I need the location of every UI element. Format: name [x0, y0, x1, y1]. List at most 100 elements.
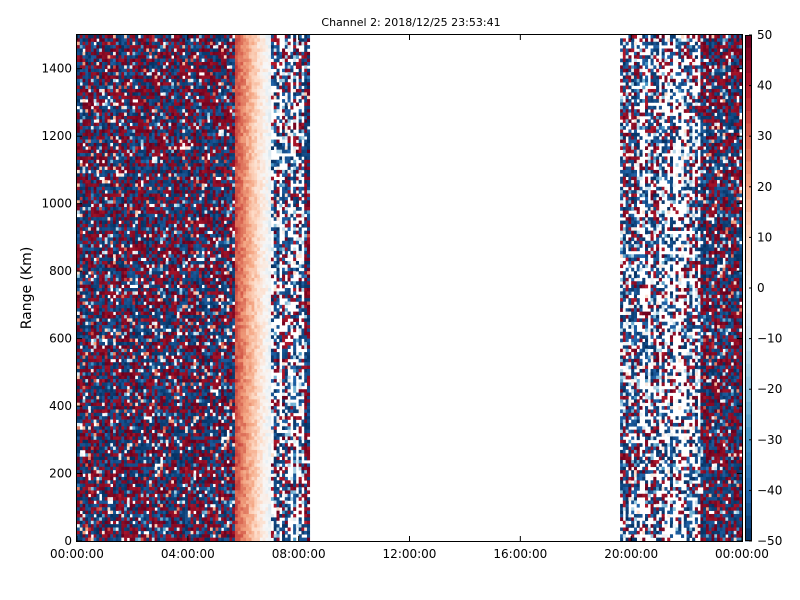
heatmap-cell [82, 487, 86, 491]
heatmap-cell [85, 65, 89, 70]
heatmap-cell [154, 267, 158, 272]
heatmap-cell [113, 277, 117, 282]
heatmap-cell [168, 406, 172, 410]
heatmap-cell [110, 446, 114, 451]
heatmap-cell [79, 139, 83, 144]
heatmap-cell [132, 507, 136, 511]
heatmap-cell [99, 55, 103, 59]
heatmap-cell [157, 61, 161, 66]
heatmap-cell [149, 85, 153, 90]
heatmap-cell [93, 436, 97, 441]
heatmap-cell [132, 267, 136, 272]
heatmap-cell [93, 105, 97, 110]
heatmap-cell [151, 95, 155, 100]
heatmap-cell [85, 375, 89, 380]
heatmap-cell [146, 443, 150, 447]
heatmap-cell [124, 72, 128, 76]
heatmap-cell [126, 88, 130, 93]
heatmap-cell [113, 183, 117, 188]
heatmap-cell [135, 487, 139, 491]
heatmap-cell [171, 38, 175, 43]
heatmap-cell [165, 65, 169, 70]
heatmap-cell [168, 237, 172, 242]
heatmap-cell [96, 55, 100, 59]
heatmap-cell [101, 409, 106, 414]
heatmap-cell [157, 284, 161, 289]
heatmap-cell [151, 355, 155, 360]
heatmap-cell [93, 200, 97, 204]
heatmap-cell [135, 166, 139, 171]
heatmap-cell [82, 186, 86, 191]
heatmap-cell [168, 298, 172, 302]
heatmap-cell [143, 112, 147, 117]
heatmap-cell [77, 274, 81, 279]
heatmap-cell [157, 277, 161, 282]
heatmap-cell [85, 412, 89, 417]
heatmap-cell [118, 203, 122, 208]
heatmap-cell [93, 159, 97, 164]
heatmap-cell [160, 186, 164, 191]
heatmap-cell [90, 399, 94, 403]
heatmap-cell [88, 61, 92, 66]
heatmap-cell [146, 426, 150, 430]
heatmap-cell [146, 119, 150, 123]
heatmap-cell [104, 355, 108, 360]
heatmap-cell [93, 416, 97, 420]
heatmap-cell [110, 497, 114, 501]
heatmap-cell [104, 426, 108, 430]
heatmap-cell [93, 85, 97, 90]
heatmap-cell [171, 200, 175, 204]
heatmap-cell [168, 379, 172, 383]
heatmap-cell [85, 55, 89, 59]
heatmap-cell [129, 163, 133, 167]
heatmap-cell [126, 109, 130, 113]
heatmap-cell [85, 166, 89, 171]
heatmap-cell [162, 503, 166, 508]
heatmap-cell [165, 433, 169, 437]
heatmap-cell [82, 247, 86, 252]
heatmap-cell [132, 65, 136, 70]
heatmap-cell [104, 392, 108, 397]
heatmap-cell [88, 75, 92, 80]
heatmap-cell [160, 308, 164, 312]
heatmap-cell [129, 200, 133, 204]
heatmap-cell [149, 490, 153, 495]
heatmap-cell [171, 186, 175, 191]
heatmap-cell [101, 88, 106, 93]
heatmap-cell [154, 227, 158, 231]
heatmap-cell [77, 416, 81, 420]
heatmap-cell [121, 409, 125, 414]
heatmap-cell [157, 510, 161, 515]
heatmap-cell [96, 483, 100, 488]
heatmap-cell [90, 163, 94, 167]
heatmap-cell [90, 449, 94, 454]
heatmap-cell [118, 281, 122, 285]
heatmap-cell [113, 35, 117, 39]
heatmap-cell [146, 328, 150, 333]
heatmap-cell [110, 382, 114, 387]
heatmap-cell [157, 537, 161, 542]
heatmap-cell [96, 473, 100, 478]
heatmap-cell [126, 352, 130, 356]
heatmap-cell [77, 352, 81, 356]
heatmap-cell [162, 368, 166, 373]
heatmap-cell [121, 61, 125, 66]
heatmap-cell [115, 240, 119, 245]
heatmap-cell [118, 102, 122, 107]
heatmap-cell [79, 416, 83, 420]
heatmap-cell [113, 443, 117, 447]
heatmap-cell [82, 412, 86, 417]
heatmap-cell [101, 520, 106, 525]
heatmap-cell [124, 220, 128, 225]
heatmap-cell [93, 311, 97, 316]
heatmap-cell [88, 136, 92, 140]
heatmap-cell [115, 51, 119, 56]
heatmap-cell [132, 264, 136, 269]
heatmap-cell [121, 490, 125, 495]
heatmap-cell [151, 331, 155, 336]
heatmap-cell [118, 409, 122, 414]
heatmap-cell [146, 524, 150, 528]
heatmap-cell [93, 372, 97, 376]
heatmap-cell [88, 257, 92, 262]
heatmap-cell [151, 271, 155, 275]
